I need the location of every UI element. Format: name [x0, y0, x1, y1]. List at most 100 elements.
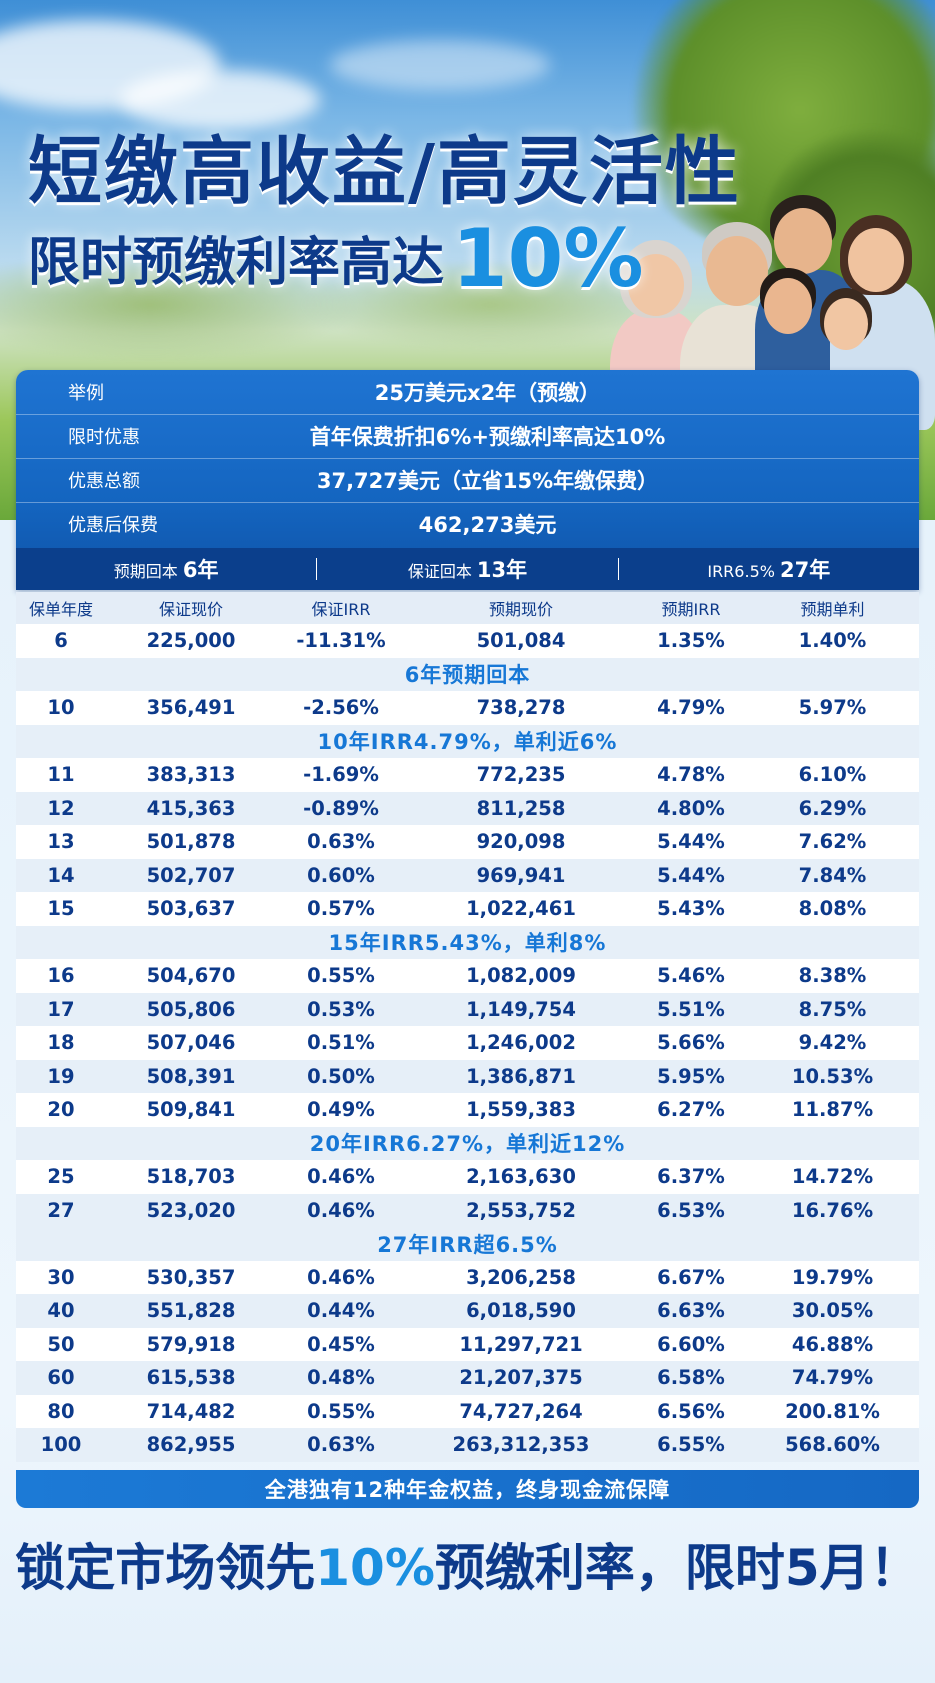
cell-expected-value: 920,098 — [476, 830, 566, 854]
cloud — [330, 40, 550, 90]
table-body: 6 225,000 -11.31% 501,084 1.35% 1.40% 6年预期回本 10… — [16, 624, 919, 1462]
cell-expected-irr: 6.53% — [657, 1198, 725, 1222]
cell-policy-year: 12 — [47, 796, 75, 820]
irr-payback: IRR6.5% 27年 — [619, 554, 919, 584]
cell-expected-value: 2,553,752 — [466, 1198, 576, 1222]
cell-guaranteed-irr: 0.57% — [307, 897, 375, 921]
cell-expected-irr: 6.55% — [657, 1433, 725, 1457]
cell-policy-year: 14 — [47, 863, 75, 887]
cell-expected-simple-interest: 9.42% — [798, 1031, 867, 1055]
summary-row: 优惠总额 37,727美元（立省15%年缴保费） — [16, 458, 919, 503]
cell-expected-irr: 1.35% — [657, 629, 725, 653]
cell-expected-irr: 5.44% — [657, 830, 725, 854]
cell-guaranteed-irr: 0.46% — [307, 1165, 375, 1189]
cell-expected-value: 21,207,375 — [459, 1366, 583, 1390]
cell-policy-year: 19 — [47, 1064, 75, 1088]
cell-expected-simple-interest: 5.97% — [798, 696, 867, 720]
summary-value: 首年保费折扣6%+预缴利率高达10% — [309, 425, 666, 449]
table-row: 60 615,538 0.48% 21,207,375 6.58% 74.79% — [16, 1361, 919, 1395]
cell-policy-year: 50 — [47, 1332, 75, 1356]
summary-value: 25万美元x2年（预缴） — [374, 381, 601, 405]
cta-highlight: 10% — [315, 1539, 435, 1597]
cell-policy-year: 15 — [47, 897, 75, 921]
cell-guaranteed-value: 615,538 — [146, 1366, 236, 1390]
cell-guaranteed-irr: -11.31% — [296, 629, 386, 653]
cell-expected-value: 1,082,009 — [466, 964, 576, 988]
cell-guaranteed-value: 518,703 — [146, 1165, 236, 1189]
cell-expected-value: 2,163,630 — [466, 1165, 576, 1189]
header-expected-simple-interest: 预期单利 — [800, 600, 865, 619]
header-expected-irr: 预期IRR — [661, 600, 721, 619]
cell-expected-value: 811,258 — [476, 796, 566, 820]
summary-value: 37,727美元（立省15%年缴保费） — [316, 469, 659, 493]
summary-row: 优惠后保费 462,273美元 — [16, 502, 919, 546]
table-row: 40 551,828 0.44% 6,018,590 6.63% 30.05% — [16, 1294, 919, 1328]
summary-label: 限时优惠 — [68, 427, 140, 448]
cell-guaranteed-value: 415,363 — [146, 796, 236, 820]
milestone-note: 10年IRR4.79%，单利近6% — [16, 724, 919, 758]
cell-expected-simple-interest: 74.79% — [791, 1366, 874, 1390]
header-guaranteed-irr: 保证IRR — [311, 600, 371, 619]
cell-guaranteed-irr: 0.53% — [307, 997, 375, 1021]
headline-main: 短缴高收益/高灵活性 — [28, 129, 742, 215]
table-row: 27 523,020 0.46% 2,553,752 6.53% 16.76% — [16, 1193, 919, 1227]
cell-guaranteed-value: 862,955 — [146, 1433, 236, 1457]
cell-guaranteed-irr: 0.48% — [307, 1366, 375, 1390]
cell-expected-value: 11,297,721 — [459, 1332, 583, 1356]
cell-expected-irr: 6.60% — [657, 1332, 725, 1356]
table-row: 100 862,955 0.63% 263,312,353 6.55% 568.60% — [16, 1428, 919, 1462]
cell-policy-year: 60 — [47, 1366, 75, 1390]
cell-expected-value: 1,149,754 — [466, 997, 576, 1021]
table-row: 30 530,357 0.46% 3,206,258 6.67% 19.79% — [16, 1260, 919, 1294]
cell-guaranteed-irr: 0.60% — [307, 863, 375, 887]
header-policy-year: 保单年度 — [28, 600, 93, 619]
cell-expected-simple-interest: 16.76% — [791, 1198, 874, 1222]
cell-expected-simple-interest: 7.84% — [798, 863, 867, 887]
cell-policy-year: 30 — [47, 1265, 75, 1289]
cell-expected-simple-interest: 200.81% — [785, 1399, 880, 1423]
cell-guaranteed-value: 508,391 — [146, 1064, 236, 1088]
header-expected-value: 预期现价 — [488, 600, 553, 619]
cell-guaranteed-value: 502,707 — [146, 863, 236, 887]
cell-guaranteed-irr: 0.46% — [307, 1198, 375, 1222]
cell-expected-value: 3,206,258 — [466, 1265, 576, 1289]
cell-policy-year: 16 — [47, 964, 75, 988]
cell-expected-value: 1,022,461 — [466, 897, 576, 921]
cta-prefix: 锁定市场领先 — [15, 1539, 316, 1597]
cell-guaranteed-irr: 0.49% — [307, 1098, 375, 1122]
cell-expected-value: 1,246,002 — [466, 1031, 576, 1055]
cell-expected-simple-interest: 10.53% — [791, 1064, 874, 1088]
cell-guaranteed-value: 579,918 — [146, 1332, 236, 1356]
hero-banner: 短缴高收益/高灵活性 限时预缴利率高达 10% — [0, 0, 935, 520]
divider — [316, 558, 318, 580]
cell-expected-irr: 4.79% — [657, 696, 725, 720]
cell-expected-simple-interest: 8.38% — [798, 964, 867, 988]
cell-guaranteed-irr: 0.51% — [307, 1031, 375, 1055]
table-row: 80 714,482 0.55% 74,727,264 6.56% 200.81% — [16, 1394, 919, 1428]
cell-guaranteed-irr: 0.50% — [307, 1064, 375, 1088]
cell-expected-irr: 5.43% — [657, 897, 725, 921]
cell-policy-year: 11 — [47, 763, 75, 787]
summary-value: 462,273美元 — [418, 513, 557, 537]
cell-expected-simple-interest: 46.88% — [791, 1332, 874, 1356]
cell-policy-year: 6 — [54, 629, 68, 653]
table-row: 50 579,918 0.45% 11,297,721 6.60% 46.88% — [16, 1327, 919, 1361]
cell-expected-irr: 5.95% — [657, 1064, 725, 1088]
header-guaranteed-value: 保证现价 — [158, 600, 223, 619]
cell-expected-value: 738,278 — [476, 696, 566, 720]
cell-expected-irr: 6.56% — [657, 1399, 725, 1423]
cell-guaranteed-value: 501,878 — [146, 830, 236, 854]
cell-policy-year: 20 — [47, 1098, 75, 1122]
table-header: 保单年度 保证现价 保证IRR 预期现价 预期IRR 预期单利 — [16, 592, 919, 624]
expected-payback-label: 预期回本 — [113, 562, 178, 581]
call-to-action: 锁定市场领先10%预缴利率，限时5月！ — [0, 1528, 935, 1600]
cta-suffix: 预缴利率，限时5月！ — [434, 1539, 920, 1597]
table-row: 14 502,707 0.60% 969,941 5.44% 7.84% — [16, 858, 919, 892]
cell-policy-year: 80 — [47, 1399, 75, 1423]
milestone-note: 20年IRR6.27%，单利近12% — [16, 1126, 919, 1160]
cloud — [120, 70, 320, 130]
summary-row: 举例 25万美元x2年（预缴） — [16, 370, 919, 415]
cell-policy-year: 27 — [47, 1198, 75, 1222]
cell-guaranteed-value: 509,841 — [146, 1098, 236, 1122]
table-row: 12 415,363 -0.89% 811,258 4.80% 6.29% — [16, 791, 919, 825]
